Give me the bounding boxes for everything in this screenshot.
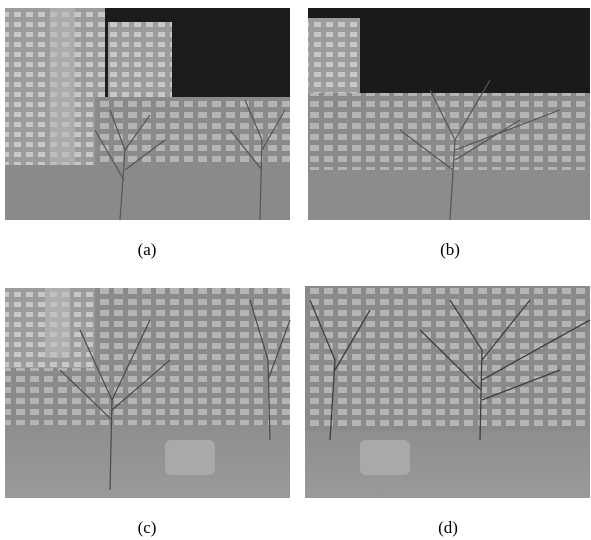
image-a bbox=[5, 8, 290, 220]
image-c bbox=[5, 288, 290, 498]
figure: (a) (b) (c) (d) bbox=[0, 0, 591, 540]
caption-d: (d) bbox=[438, 518, 458, 537]
image-d bbox=[305, 286, 590, 498]
caption-b: (b) bbox=[440, 240, 460, 259]
image-b bbox=[308, 8, 590, 220]
caption-c: (c) bbox=[138, 518, 157, 537]
caption-a: (a) bbox=[138, 240, 157, 259]
